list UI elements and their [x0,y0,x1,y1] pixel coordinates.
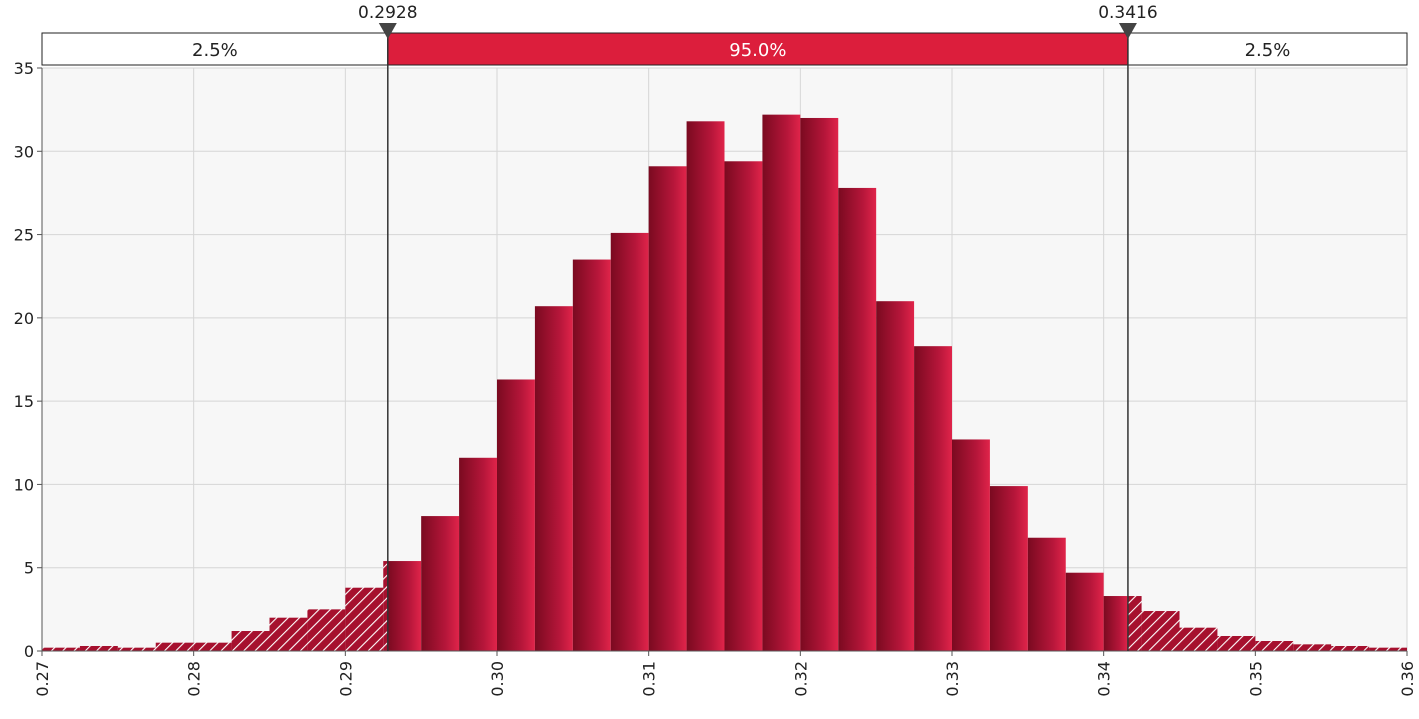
histogram-bar-tail [307,609,346,651]
histogram-bar-tail [1293,644,1332,651]
x-tick-label: 0.31 [640,661,659,697]
histogram-bar [387,561,422,651]
histogram-bar [914,346,952,651]
histogram-bar-tail [1179,627,1218,651]
histogram-bar [421,516,460,651]
histogram-bar-tail [1255,641,1294,651]
y-tick-label: 25 [14,226,34,245]
histogram-bar [1027,537,1066,651]
histogram-bar-tail [345,587,384,651]
histogram-bar-tail [1141,611,1180,651]
percentile-marker-label: 0.2928 [358,3,417,23]
histogram-bar [572,259,611,651]
y-tick-label: 30 [14,142,34,161]
histogram-bar [610,232,649,652]
band-region [1127,32,1408,66]
marker-handle-icon [378,23,397,39]
histogram-bar [989,486,1028,651]
x-tick-label: 0.28 [185,661,204,697]
histogram-bar-tail [117,647,156,651]
histogram-bar [952,439,990,651]
y-tick-label: 15 [14,392,34,411]
histogram-bar [686,121,725,651]
histogram-bar [724,161,763,651]
histogram-bar [800,117,839,651]
histogram-bar-tail [231,631,270,651]
histogram-bar [459,457,497,651]
y-tick-label: 5 [24,559,34,578]
histogram-bar-tail [42,647,80,651]
histogram-bar [762,114,801,651]
percentile-band: 2.5% 95.0% 2.5% [41,32,1408,66]
histogram-bar-tail [155,642,194,651]
histogram-bar-tail [1127,596,1142,651]
band-region [41,32,389,66]
band-region-label: 2.5% [1245,40,1291,61]
y-tick-label: 0 [24,642,34,661]
histogram-bar-tail [1369,647,1407,651]
x-tick-label: 0.27 [33,661,52,697]
x-tick-label: 0.33 [943,661,962,697]
x-tick-label: 0.32 [791,661,810,697]
histogram-bar [1103,596,1128,651]
marker-handle-icon [1118,23,1137,39]
histogram-bar [534,306,573,651]
y-tick-label: 35 [14,59,34,78]
x-tick-label: 0.36 [1398,661,1417,697]
x-tick-label: 0.30 [488,661,507,697]
histogram-bar-tail [269,617,308,651]
histogram-bar-tail [383,561,388,651]
y-tick-label: 10 [14,475,34,494]
histogram-bar-tail [1217,636,1256,651]
histogram-bar-tail [79,646,118,651]
band-region-label: 2.5% [192,40,238,61]
histogram-bar [497,379,535,651]
histogram-bars [42,114,1407,652]
histogram-bar [648,166,687,651]
band-region-label: 95.0% [729,40,786,61]
histogram-bar [876,301,915,651]
histogram-bar-tail [193,642,232,651]
percentile-markers: 0.2928 0.3416 [358,3,1158,651]
percentile-marker-label: 0.3416 [1098,3,1157,23]
histogram-bar-tail [1331,646,1370,651]
x-tick-label: 0.35 [1246,661,1265,697]
histogram-bar [1065,572,1104,651]
x-tick-label: 0.34 [1095,661,1114,697]
axes: 0 5 10 15 20 25 30 35 0.27 0.28 0.29 0.30 0.31 0.32 0.… [14,59,1417,697]
histogram-bar [838,187,877,651]
y-tick-label: 20 [14,309,34,328]
x-tick-label: 0.29 [336,661,355,697]
